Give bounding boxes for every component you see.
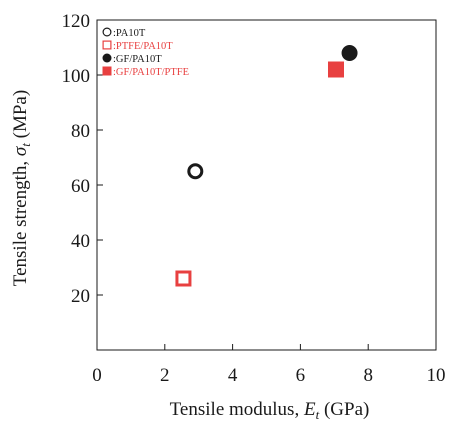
legend-label: :PTFE/PA10T (113, 41, 173, 52)
x-tick-label: 8 (363, 365, 373, 386)
y-axis-title: Tensile strength, σt (MPa) (10, 90, 33, 286)
x-tick-label: 4 (228, 365, 238, 386)
data-point (341, 45, 358, 61)
data-point (327, 61, 344, 78)
y-tick-label: 60 (71, 176, 90, 197)
legend: :PA10T :PTFE/PA10T :GF/PA10T :GF/PA10T/PTFE (102, 27, 189, 78)
legend-label: :PA10T (113, 28, 146, 39)
x-tick-label: 0 (92, 365, 102, 386)
x-tick-label: 2 (160, 365, 170, 386)
ticks: 0 2 4 6 8 10 20 40 60 80 100 120 (62, 11, 446, 386)
y-tick-label: 100 (62, 66, 91, 87)
legend-marker (102, 40, 112, 50)
x-tick-label: 10 (427, 365, 446, 386)
legend-label: :GF/PA10T (113, 54, 162, 65)
x-axis-title: Tensile modulus, Et (GPa) (170, 399, 370, 422)
y-tick-label: 20 (71, 286, 90, 307)
legend-label: :GF/PA10T/PTFE (113, 67, 189, 78)
data-point (175, 270, 192, 287)
data-point (187, 163, 204, 180)
data-points (175, 45, 358, 287)
axis-titles: Tensile modulus, Et (GPa) Tensile strengt… (10, 90, 369, 422)
x-tick-label: 6 (296, 365, 306, 386)
y-tick-label: 120 (62, 11, 91, 32)
y-tick-label: 80 (71, 121, 90, 142)
legend-marker (102, 66, 112, 76)
y-tick-label: 40 (71, 231, 90, 252)
legend-marker (102, 53, 112, 63)
legend-marker (102, 27, 112, 37)
